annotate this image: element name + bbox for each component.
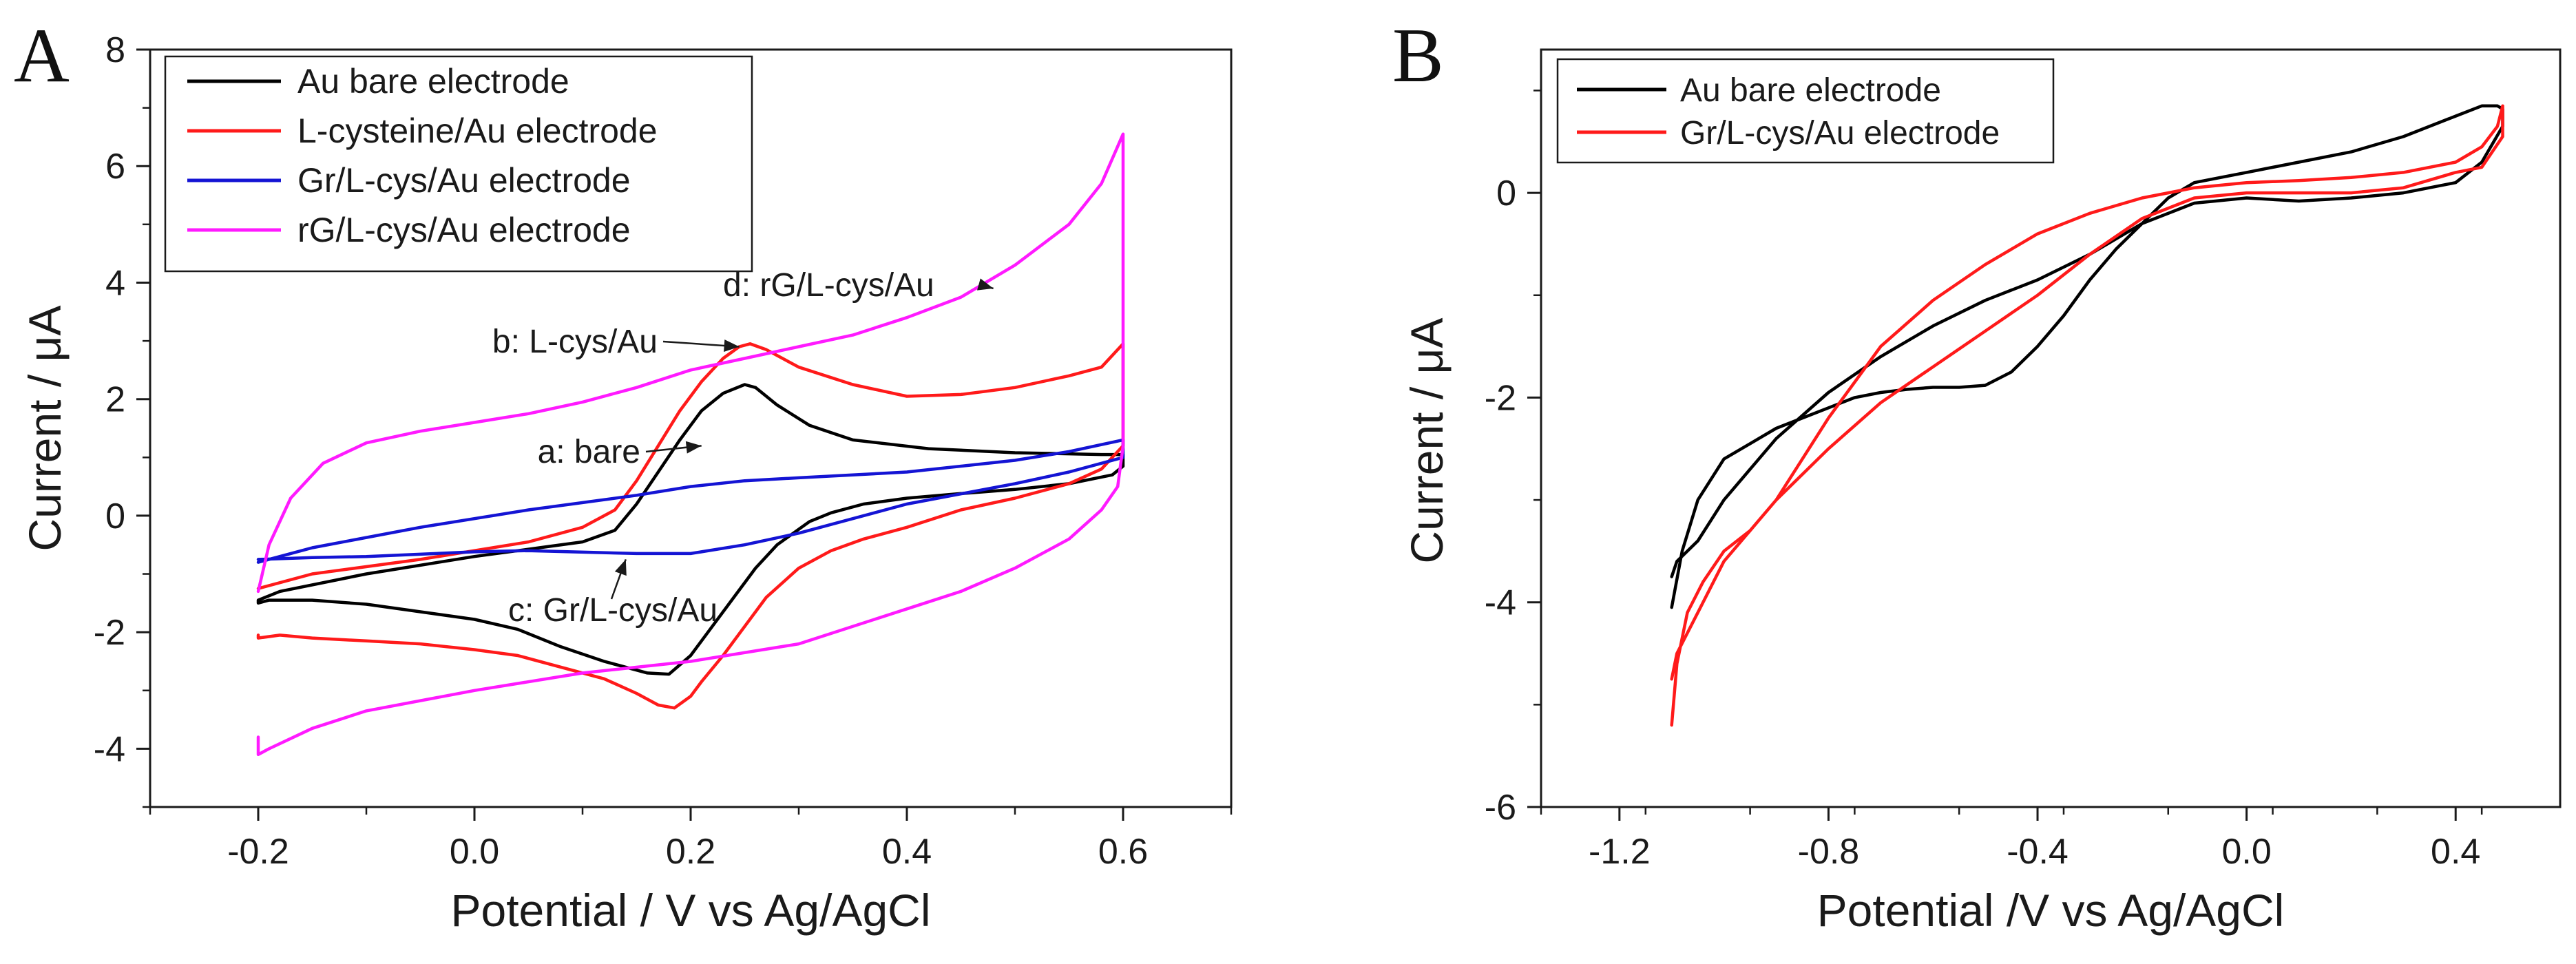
panel-b-legend: Au bare electrode Gr/L-cys/Au electrode bbox=[1556, 58, 2055, 164]
y-tick-label: 2 bbox=[105, 380, 125, 420]
panel-b-plot-frame bbox=[1540, 48, 2562, 808]
x-tick-label: -0.4 bbox=[2007, 832, 2069, 872]
legend-label: L-cysteine/Au electrode bbox=[297, 112, 658, 150]
y-tick-label: 4 bbox=[105, 263, 125, 303]
y-tick-label: -2 bbox=[94, 613, 125, 653]
x-tick-label: 0.6 bbox=[1098, 832, 1148, 872]
x-tick-label: -0.2 bbox=[227, 832, 289, 872]
series-line-1 bbox=[1670, 104, 2504, 609]
legend-label: Gr/L-cys/Au electrode bbox=[297, 161, 631, 200]
panel-b-chart: B -1.2 -0.8 -0.4 0.0 0.4 -6 -4 -2 0 Au bare elec… bbox=[1392, 13, 2562, 936]
x-tick-label: 0.2 bbox=[666, 832, 715, 872]
annotation-arrowhead bbox=[685, 441, 702, 454]
panel-b-series bbox=[1670, 104, 2504, 727]
panel-a-y-axis-title: Current / μA bbox=[19, 305, 70, 551]
x-tick-label: -1.2 bbox=[1589, 832, 1651, 872]
x-tick-label: 0.0 bbox=[2221, 832, 2271, 872]
panel-b-label: B bbox=[1392, 13, 1444, 98]
y-tick-label: -4 bbox=[1485, 583, 1516, 623]
x-tick-label: 0.4 bbox=[882, 832, 932, 872]
panel-a-annotations: d: rG/L-cys/Au b: L-cys/Au a: bare c: Gr/L-… bbox=[492, 267, 994, 629]
y-tick-label: -2 bbox=[1485, 378, 1516, 418]
annotation-label: a: bare bbox=[538, 434, 640, 470]
y-tick-label: 0 bbox=[1496, 174, 1516, 213]
legend-label: Au bare electrode bbox=[1680, 72, 1941, 109]
panel-a-series bbox=[256, 132, 1125, 757]
legend-label: Au bare electrode bbox=[297, 62, 569, 101]
panel-a-legend: Au bare electrode L-cysteine/Au electrode… bbox=[164, 55, 753, 273]
series-line-4 bbox=[256, 132, 1125, 757]
panel-b-x-axis-title: Potential /V vs Ag/AgCl bbox=[1817, 885, 2285, 936]
annotation-arrowhead bbox=[614, 559, 627, 576]
panel-a-label: A bbox=[14, 13, 70, 98]
series-line-2 bbox=[256, 342, 1125, 710]
annotation-label: b: L-cys/Au bbox=[492, 324, 658, 360]
annotation-label: c: Gr/L-cys/Au bbox=[508, 592, 718, 629]
panel-b-legend-box bbox=[1556, 58, 2055, 164]
legend-label: Gr/L-cys/Au electrode bbox=[1680, 115, 2000, 151]
panel-a-tick-labels: -0.2 0.0 0.2 0.4 0.6 -4 -2 0 2 4 6 8 bbox=[94, 30, 1148, 872]
panel-b-ticks bbox=[1527, 90, 2483, 821]
y-tick-label: -6 bbox=[1485, 788, 1516, 828]
x-tick-label: 0.4 bbox=[2431, 832, 2480, 872]
panel-a-x-axis-title: Potential / V vs Ag/AgCl bbox=[450, 885, 930, 936]
panel-a-ticks bbox=[136, 48, 1233, 821]
annotation-arrowhead bbox=[724, 339, 740, 353]
x-tick-label: -0.8 bbox=[1798, 832, 1860, 872]
panel-a-chart: A -0.2 0.0 0.2 0.4 0.6 -4 -2 0 2 4 6 8 d: rG/L-cys/… bbox=[14, 13, 1233, 936]
series-line-2 bbox=[1670, 104, 2504, 727]
panel-a-legend-box bbox=[164, 55, 753, 273]
y-tick-label: 0 bbox=[105, 496, 125, 536]
y-tick-label: 6 bbox=[105, 147, 125, 187]
panel-b-tick-labels: -1.2 -0.8 -0.4 0.0 0.4 -6 -4 -2 0 bbox=[1485, 174, 2481, 872]
x-tick-label: 0.0 bbox=[450, 832, 499, 872]
legend-label: rG/L-cys/Au electrode bbox=[297, 211, 631, 249]
annotation-arrowhead bbox=[976, 278, 994, 291]
y-tick-label: -4 bbox=[94, 729, 125, 769]
annotation-label: d: rG/L-cys/Au bbox=[723, 267, 934, 304]
panel-b-y-axis-title: Current / μA bbox=[1401, 317, 1452, 563]
y-tick-label: 8 bbox=[105, 30, 125, 70]
